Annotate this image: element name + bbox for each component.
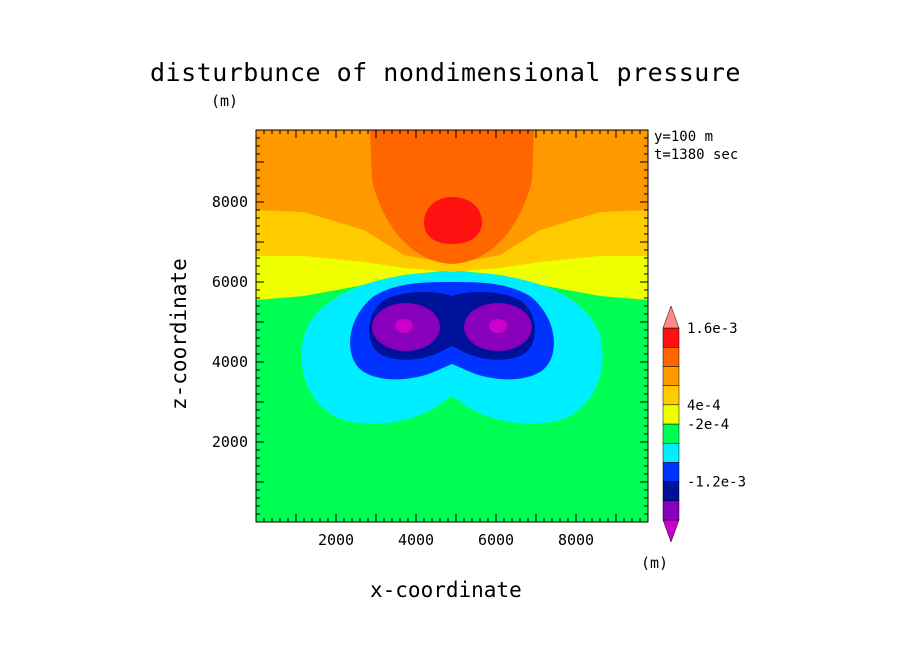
- colorbar-swatch: [662, 442, 680, 463]
- colorbar-swatch: [662, 462, 680, 482]
- x-tick-label: 2000: [318, 531, 354, 549]
- colorbar-swatch: [662, 346, 680, 367]
- annotation-y-position: y=100 m: [654, 129, 714, 145]
- colorbar-unit: (m): [641, 554, 669, 572]
- colorbar-label: 1.6e-3: [687, 321, 738, 337]
- colorbar-label: 4e-4: [687, 398, 721, 414]
- region-magenta-right: [489, 319, 507, 333]
- y-axis-unit: (m): [211, 92, 239, 110]
- colorbar-swatch: [662, 385, 680, 406]
- colorbar-swatch: [662, 404, 680, 425]
- colorbar: 1.6e-3 4e-4 -2e-4 -1.2e-3: [662, 305, 746, 543]
- colorbar-top-triangle: [662, 305, 680, 329]
- colorbar-swatch: [662, 423, 680, 444]
- y-tick-label: 4000: [212, 353, 248, 371]
- region-magenta-left: [395, 319, 413, 333]
- y-tick-label: 2000: [212, 433, 248, 451]
- colorbar-label: -1.2e-3: [687, 475, 746, 491]
- contour-fills: [256, 130, 648, 522]
- x-tick-label: 4000: [398, 531, 434, 549]
- colorbar-swatch: [662, 500, 680, 521]
- x-axis: 2000 4000 6000 8000: [263, 130, 641, 549]
- colorbar-swatch: [662, 366, 680, 386]
- colorbar-swatch: [662, 481, 680, 502]
- x-tick-label: 8000: [558, 531, 594, 549]
- x-tick-label: 6000: [478, 531, 514, 549]
- region-red: [424, 197, 482, 244]
- y-tick-label: 8000: [212, 193, 248, 211]
- colorbar-swatch: [662, 327, 680, 348]
- x-axis-label: x-coordinate: [370, 578, 522, 602]
- y-tick-label: 6000: [212, 273, 248, 291]
- plot-frame: [255, 129, 649, 523]
- chart-title: disturbunce of nondimensional pressure: [150, 58, 741, 87]
- colorbar-bottom-triangle: [662, 519, 680, 543]
- annotation-time: t=1380 sec: [654, 147, 739, 163]
- y-axis: 2000 4000 6000 8000: [212, 137, 648, 515]
- colorbar-label: -2e-4: [687, 417, 729, 433]
